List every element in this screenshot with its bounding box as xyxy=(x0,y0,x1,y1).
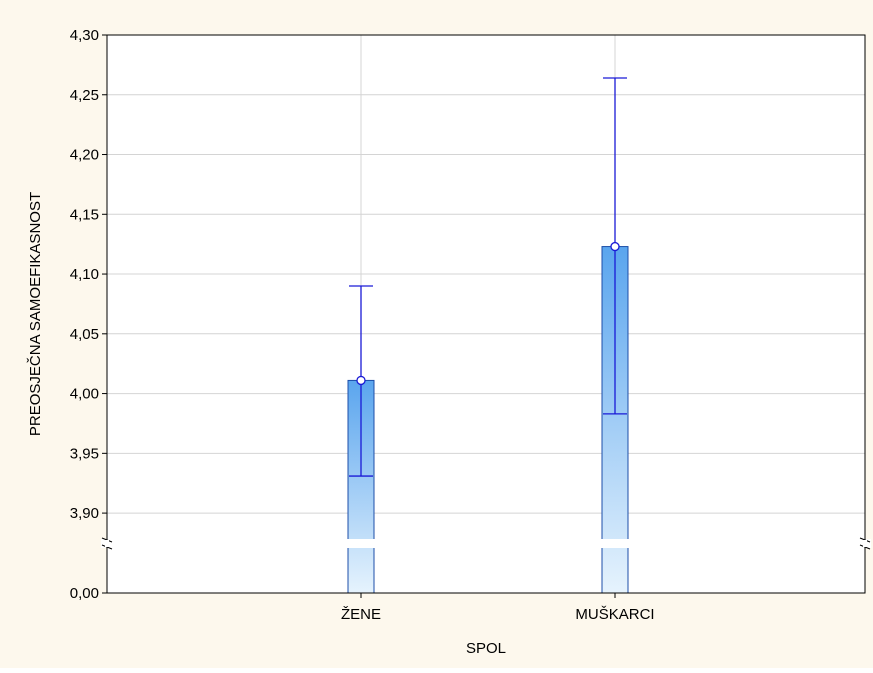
x-tick-label: MUŠKARCI xyxy=(575,606,654,623)
y-tick-label: 4,10 xyxy=(70,266,99,283)
y-tick-label: 3,95 xyxy=(70,445,99,462)
error-bars xyxy=(349,77,627,477)
y-axis-label: PREOSJEČNA SAMOEFIKASNOST xyxy=(27,192,44,436)
axis-break-gap xyxy=(863,540,867,547)
y-tick-label: 4,20 xyxy=(70,147,99,164)
axis-break-gap xyxy=(105,540,109,547)
mean-marker xyxy=(356,375,366,386)
axis-break-band xyxy=(101,539,871,548)
y-tick-label: 4,00 xyxy=(70,386,99,403)
y-tick-label: 4,15 xyxy=(70,206,99,223)
y-tick-label: 4,30 xyxy=(70,27,99,44)
axis-ticks: 4,30 4,25 4,20 4,15 4,10 4,05 4,00 3,95 3,90 0,00… xyxy=(70,27,655,623)
x-tick-label: ŽENE xyxy=(341,606,381,623)
y-tick-label: 4,05 xyxy=(70,326,99,343)
y-tick-label: 3,90 xyxy=(70,505,99,522)
mean-marker xyxy=(610,241,620,252)
bars xyxy=(347,246,629,594)
plot-area xyxy=(107,35,865,593)
plot-frame xyxy=(106,34,866,594)
y-tick-label: 4,25 xyxy=(70,87,99,104)
axis-break xyxy=(101,537,871,550)
x-axis-label: SPOL xyxy=(466,640,506,657)
axis-break-frame-gap xyxy=(105,540,867,547)
y-tick-label: 0,00 xyxy=(70,585,99,602)
